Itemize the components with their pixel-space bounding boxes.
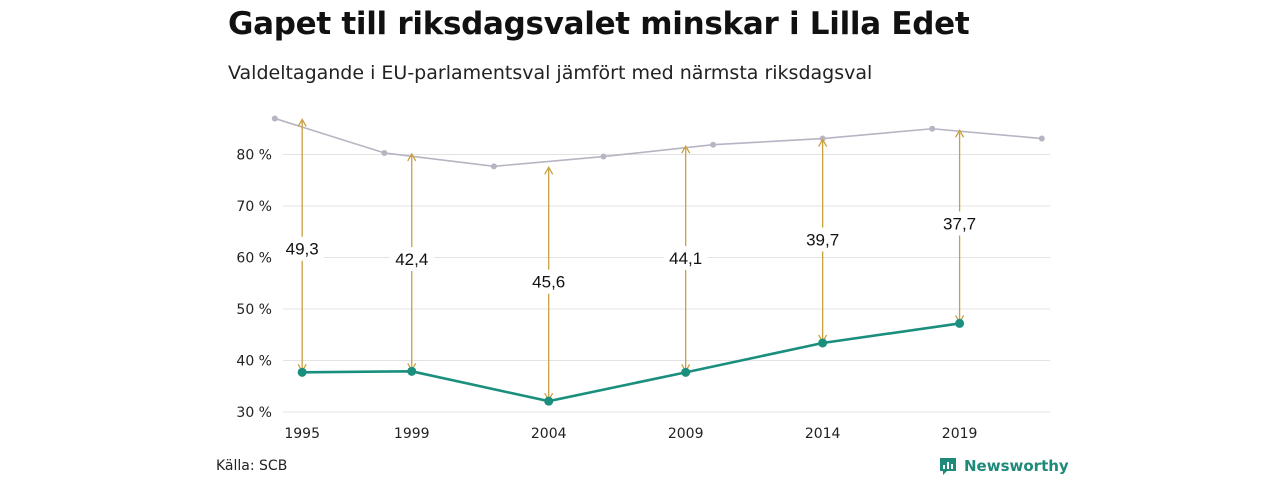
brand[interactable]: Newsworthy <box>938 456 1069 476</box>
y-tick-label: 40 % <box>236 354 272 370</box>
gap-arrow-head-top <box>297 118 307 127</box>
riksdag-point <box>600 153 607 160</box>
x-tick-label: 2019 <box>942 426 978 442</box>
gap-label: 44,1 <box>669 249 702 268</box>
riksdag-series <box>271 115 1045 170</box>
turnout-chart: 49,3 42,4 45,6 44,1 39,7 37,7 30 % 40 % 50 % 60 … <box>236 115 1050 443</box>
gap-label: 39,7 <box>806 230 839 249</box>
gap-label-bg <box>800 227 845 252</box>
gap-label: 42,4 <box>395 250 428 269</box>
gap-label: 45,6 <box>532 273 565 292</box>
eu-line <box>302 322 960 403</box>
y-tick-label: 50 % <box>236 302 272 318</box>
gap-label-bg <box>663 246 708 271</box>
eu-point <box>681 367 691 377</box>
newsworthy-logo-icon <box>940 458 956 475</box>
x-tick-label: 2004 <box>531 426 567 442</box>
gap-arrow-head-top <box>407 152 417 162</box>
gap-label: 49,3 <box>286 240 319 259</box>
y-tick-label: 80 % <box>236 148 272 164</box>
chart-subtitle: Valdeltagande i EU-parlamentsval jämfört… <box>228 62 873 84</box>
riksdag-point <box>710 141 717 148</box>
eu-point <box>544 396 554 406</box>
eu-series <box>297 318 965 406</box>
eu-point <box>818 338 828 348</box>
gap-label-bg <box>937 211 982 236</box>
riksdag-line <box>274 117 1042 168</box>
source-note: Källa: SCB <box>216 458 288 474</box>
eu-point <box>297 367 307 377</box>
y-tick-label: 60 % <box>236 251 272 267</box>
riksdag-point <box>381 149 388 156</box>
gap-arrow-head-top <box>955 128 965 138</box>
x-tick-label: 1999 <box>394 426 430 442</box>
y-tick-label: 30 % <box>236 405 272 421</box>
riksdag-point <box>1038 135 1045 142</box>
eu-point <box>955 318 965 328</box>
gap-label-bg <box>389 247 434 272</box>
gap-arrow-head-top <box>681 144 691 154</box>
gap-label: 37,7 <box>943 215 976 234</box>
eu-point <box>407 366 417 376</box>
x-tick-label: 1995 <box>284 426 320 442</box>
gap-arrow-head-top <box>818 138 828 147</box>
riksdag-point <box>929 125 936 132</box>
x-tick-label: 2009 <box>668 426 704 442</box>
axis-ticks: 30 % 40 % 50 % 60 % 70 % 80 % 1995 1999 2004 2009… <box>236 148 977 443</box>
gap-labels: 49,3 42,4 45,6 44,1 39,7 37,7 <box>280 211 982 294</box>
gap-label-bg <box>526 269 571 294</box>
gap-label-bg <box>280 236 325 261</box>
y-tick-label: 70 % <box>236 199 272 215</box>
riksdag-point <box>490 163 497 170</box>
riksdag-point <box>271 115 278 122</box>
x-tick-label: 2014 <box>805 426 841 442</box>
brand-name: Newsworthy <box>964 457 1069 475</box>
chart-title: Gapet till riksdagsvalet minskar i Lilla… <box>228 6 970 42</box>
grid-lines <box>283 154 1050 413</box>
gap-arrow-head-top <box>544 166 554 175</box>
